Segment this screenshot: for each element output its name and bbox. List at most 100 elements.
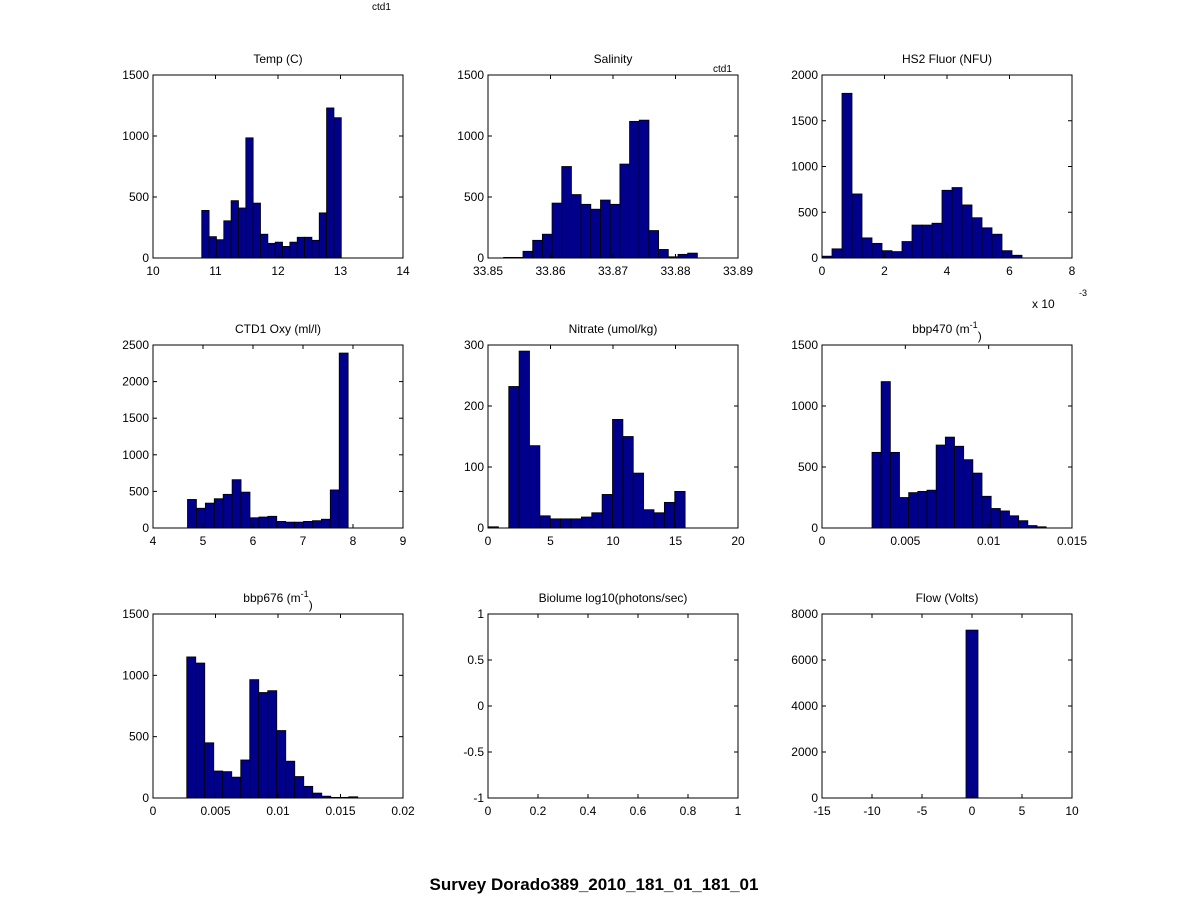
- histogram-bar: [961, 204, 973, 259]
- x-tick-label: 6: [1006, 264, 1013, 278]
- x-tick-label: 33.85: [473, 264, 503, 278]
- histogram-bar: [667, 256, 679, 259]
- y-tick-label: 0: [477, 521, 484, 535]
- x-tick-label: 9: [400, 534, 407, 548]
- x-tick-label: 1: [735, 804, 742, 818]
- histogram-bar: [619, 163, 630, 259]
- y-tick-label: 0: [811, 251, 818, 265]
- x-tick-label: 0.02: [391, 804, 415, 818]
- x-tick-label: 8: [350, 534, 357, 548]
- histogram-bar: [632, 472, 645, 529]
- histogram-bar: [935, 444, 946, 529]
- y-tick-label: -0.5: [463, 745, 484, 759]
- x-tick-label: 10: [146, 264, 160, 278]
- y-tick-label: 1500: [791, 338, 818, 352]
- panel-title: HS2 Fluor (NFU): [902, 52, 992, 66]
- y-tick-label: 1000: [457, 129, 484, 143]
- histogram-bar: [231, 776, 242, 799]
- histogram-bar: [648, 230, 660, 259]
- x-tick-label: 33.88: [660, 264, 690, 278]
- histogram-bar: [249, 679, 260, 799]
- histogram-bar: [990, 508, 1001, 529]
- histogram-bar: [921, 224, 933, 259]
- x-tick-label: 0.01: [977, 534, 1001, 548]
- histogram-bar: [333, 117, 342, 259]
- histogram-bar: [311, 239, 320, 259]
- histogram-bar: [508, 386, 520, 529]
- y-tick-label: 1000: [791, 399, 818, 413]
- histogram-bar: [522, 250, 534, 259]
- panel-title: Flow (Volts): [916, 591, 979, 605]
- histogram-bar: [658, 249, 669, 259]
- histogram-bar: [1009, 515, 1020, 529]
- histogram-bar: [981, 495, 992, 529]
- x-tick-label: 0: [819, 264, 826, 278]
- histogram-bar: [213, 498, 224, 529]
- x-tick-label: 14: [396, 264, 410, 278]
- y-tick-label: 1000: [122, 668, 149, 682]
- histogram-bar: [971, 217, 983, 259]
- histogram-bar: [551, 202, 563, 259]
- panel-title: Nitrate (umol/kg): [569, 322, 658, 336]
- histogram-panel-2: 33.85 33.86 33.87 33.88 33.89 0 500 1000 1500 Sal…: [457, 52, 753, 278]
- panel-title: CTD1 Oxy (ml/l): [235, 322, 321, 336]
- histogram-bar: [294, 521, 304, 529]
- histogram-bar: [338, 352, 349, 529]
- y-tick-label: 300: [464, 338, 484, 352]
- x-tick-label: -5: [917, 804, 928, 818]
- x-tick-label: 5: [547, 534, 554, 548]
- histogram-bar: [532, 239, 543, 259]
- histogram-bar: [871, 242, 883, 259]
- histogram-bar: [908, 492, 919, 529]
- histogram-bar: [187, 499, 197, 529]
- x-tick-label: 0.4: [580, 804, 597, 818]
- histogram-bar: [931, 222, 943, 259]
- histogram-bar: [216, 239, 225, 259]
- histogram-bar: [294, 776, 305, 799]
- histogram-bar: [1036, 526, 1047, 529]
- y-tick-label: 500: [798, 205, 818, 219]
- histogram-bar: [638, 119, 650, 259]
- histogram-bar: [899, 497, 910, 529]
- histogram-bar: [213, 770, 224, 799]
- histogram-bar: [260, 233, 269, 259]
- histogram-bar: [881, 250, 893, 259]
- y-tick-label: 0.5: [467, 653, 484, 667]
- y-tick-label: -1: [473, 791, 484, 805]
- histogram-bar: [240, 491, 251, 529]
- histogram-bar: [204, 742, 215, 799]
- y-tick-label: 6000: [791, 653, 818, 667]
- y-tick-label: 1500: [122, 68, 149, 82]
- x-tick-label: 10: [606, 534, 620, 548]
- x-tick-label: 12: [271, 264, 285, 278]
- x-tick-label: 0: [150, 804, 157, 818]
- histogram-bar: [941, 189, 953, 259]
- y-tick-label: 1500: [457, 68, 484, 82]
- histogram-bar: [677, 253, 689, 259]
- x-axis-exponent-power: -3: [1079, 288, 1087, 298]
- histogram-bar: [991, 233, 1003, 259]
- histogram-bar: [851, 193, 863, 259]
- histogram-bar: [529, 445, 541, 529]
- x-tick-label: 0.015: [1057, 534, 1087, 548]
- x-tick-label: 0.005: [200, 804, 230, 818]
- histogram-bar: [267, 690, 278, 799]
- histogram-bar: [889, 451, 900, 529]
- y-tick-label: 0: [477, 251, 484, 265]
- histogram-bar: [972, 472, 983, 529]
- histogram-bar: [590, 208, 601, 259]
- x-tick-label: 0.01: [266, 804, 290, 818]
- y-tick-label: 1500: [122, 411, 149, 425]
- histogram-bar: [222, 493, 233, 529]
- x-tick-label: 8: [1069, 264, 1076, 278]
- histogram-bar: [571, 194, 582, 259]
- axes-box: [821, 613, 1073, 799]
- histogram-panel-9: -15 -10 -5 0 5 10 0 2000 4000 6000 8000 Flow (Volts…: [791, 591, 1079, 818]
- histogram-bar: [965, 629, 979, 799]
- y-tick-label: 0: [811, 791, 818, 805]
- histogram-bar: [926, 489, 937, 529]
- x-tick-label: 10: [1065, 804, 1079, 818]
- y-tick-label: 1500: [122, 607, 149, 621]
- x-tick-label: 33.86: [535, 264, 565, 278]
- histogram-bar: [663, 501, 676, 529]
